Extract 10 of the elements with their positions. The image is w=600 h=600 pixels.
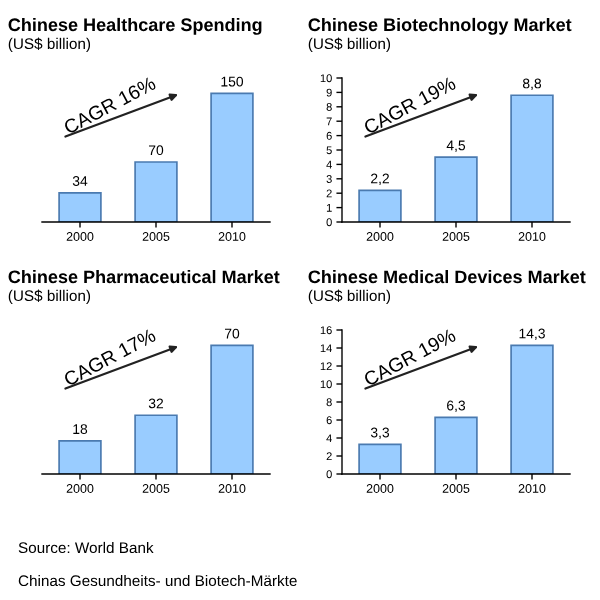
bar: [358, 189, 402, 222]
bar: [510, 94, 554, 222]
bar: [434, 156, 478, 222]
bar: [510, 344, 554, 474]
chart-title: Chinese Medical Devices Market: [308, 269, 586, 284]
chart-title: Chinese Healthcare Spending: [8, 17, 262, 35]
chart-title: Chinese Pharmaceutical Market: [8, 269, 280, 284]
bar: [358, 443, 402, 474]
bar: [434, 416, 478, 474]
chart-title: Chinese Biotechnology Market: [308, 17, 572, 35]
